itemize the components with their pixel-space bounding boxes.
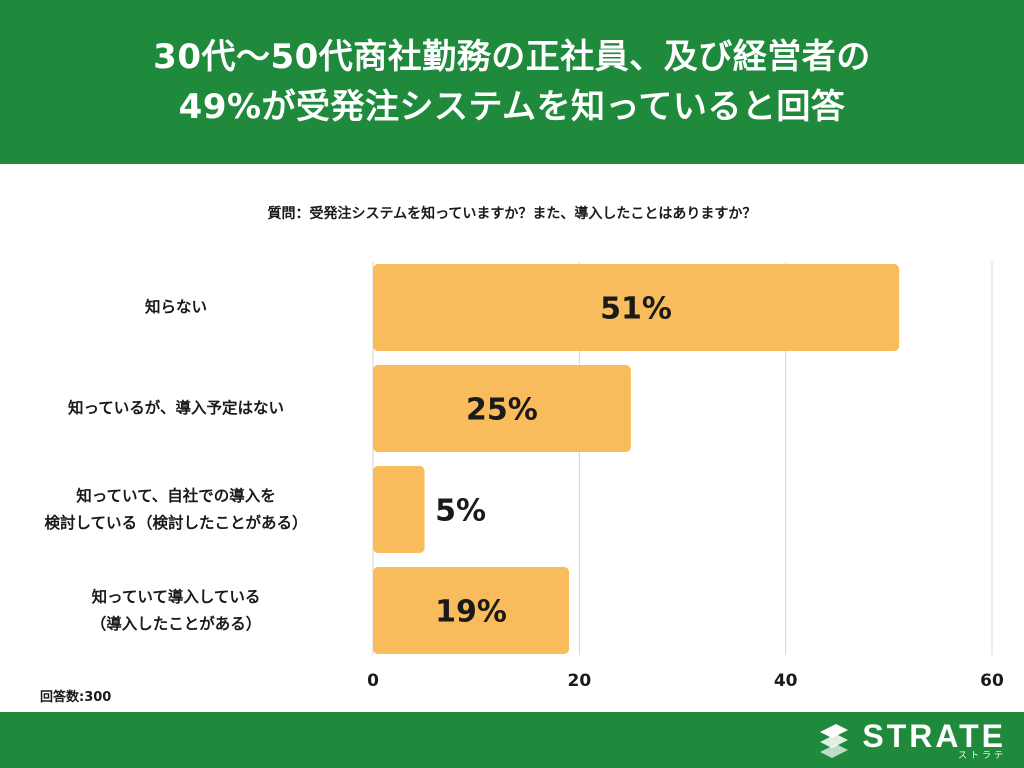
survey-question: 質問：受発注システムを知っていますか？また、導入したことはありますか？ [267, 206, 757, 222]
strate-logo: STRATE ストラテ [814, 720, 1006, 760]
x-tick-label: 0 [367, 671, 379, 691]
x-tick-label: 20 [567, 671, 591, 691]
x-tick-label: 40 [774, 671, 798, 691]
data-label: 5% [435, 494, 486, 529]
bar [373, 264, 900, 351]
category-label-line: 知らない [144, 298, 207, 316]
logo-kana: ストラテ [957, 750, 1006, 761]
page-title-line-2: 49%が受発注システムを知っていると回答 [178, 87, 846, 127]
logo-name: STRATE [862, 717, 1006, 754]
bar [373, 365, 631, 452]
data-label: 51% [600, 292, 672, 327]
x-tick-label: 60 [980, 671, 1004, 691]
category-label-line: 知っていて、自社での導入を [76, 486, 276, 505]
category-label: 知っていて、自社での導入を検討している（検討したことがある） [0, 483, 352, 537]
category-label-line: 知っていて導入している [91, 587, 261, 606]
bar [373, 466, 425, 553]
category-label-line: 知っているが、導入予定はない [68, 399, 284, 417]
category-label-line: （導入したことがある） [90, 614, 262, 633]
category-label: 知っていて導入している （導入したことがある） [0, 584, 352, 638]
bar [373, 567, 570, 654]
data-label: 19% [435, 595, 507, 630]
page-title-line-1: 30代〜50代商社勤務の正社員、及び経営者の [153, 37, 871, 77]
footer-band: STRATE ストラテ [0, 712, 1024, 768]
strate-logo-icon [820, 724, 849, 758]
respondent-count: 回答数:300 [40, 690, 112, 705]
data-label: 25% [466, 393, 538, 428]
category-label: 知っているが、導入予定はない [0, 395, 352, 422]
category-label-line: 検討している（検討したことがある） [44, 513, 308, 532]
category-label: 知らない [0, 294, 352, 321]
title-banner: 30代〜50代商社勤務の正社員、及び経営者の 49%が受発注システムを知っている… [0, 0, 1024, 164]
